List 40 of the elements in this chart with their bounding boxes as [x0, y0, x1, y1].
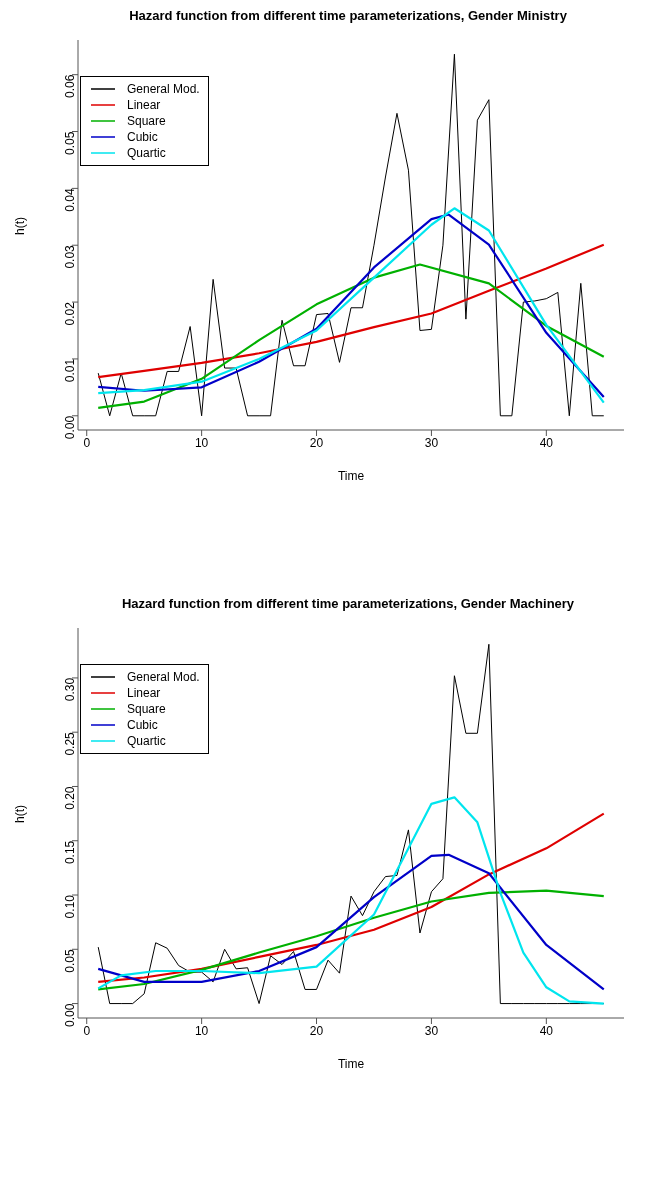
- legend-label: General Mod.: [127, 81, 200, 97]
- x-tick-label: 30: [424, 435, 439, 450]
- x-tick-label: 40: [539, 1023, 554, 1038]
- y-tick-label: 0.03: [63, 244, 78, 269]
- x-tick-label: 10: [194, 1023, 209, 1038]
- x-tick-label: 20: [309, 435, 324, 450]
- x-tick-label: 0: [83, 435, 91, 450]
- legend-label: Linear: [127, 97, 161, 113]
- y-tick-label: 0.02: [63, 301, 78, 326]
- y-tick-label: 0.25: [63, 731, 78, 756]
- y-tick-label: 0.05: [63, 948, 78, 973]
- y-tick-label: 0.06: [63, 74, 78, 99]
- x-axis-title: Time: [337, 469, 365, 483]
- legend-label: Linear: [127, 685, 161, 701]
- y-tick-label: 0.10: [63, 894, 78, 919]
- legend-label: Square: [127, 701, 166, 717]
- legend-label: Square: [127, 113, 166, 129]
- y-tick-label: 0.04: [63, 188, 78, 212]
- legend-label: Cubic: [127, 129, 158, 145]
- y-tick-label: 0.30: [63, 677, 78, 702]
- y-tick-label: 0.15: [63, 840, 78, 865]
- x-tick-label: 0: [83, 1023, 91, 1038]
- x-tick-label: 10: [194, 435, 209, 450]
- x-axis-title: Time: [337, 1057, 365, 1071]
- legend-label: Cubic: [127, 717, 158, 733]
- x-tick-label: 30: [424, 1023, 439, 1038]
- x-tick-label: 20: [309, 1023, 324, 1038]
- y-tick-label: 0.05: [63, 131, 78, 155]
- legend-label: Quartic: [127, 145, 166, 161]
- y-tick-label: 0.01: [63, 358, 78, 383]
- y-axis-title: h(t): [13, 805, 28, 823]
- y-tick-label: 0.00: [63, 415, 78, 440]
- chart-title: Hazard function from different time parameterizations, Gender Machinery: [120, 596, 576, 613]
- legend-label: General Mod.: [127, 669, 200, 685]
- y-tick-label: 0.00: [63, 1003, 78, 1027]
- y-tick-label: 0.20: [63, 786, 78, 810]
- y-axis-title: h(t): [13, 217, 28, 235]
- x-tick-label: 40: [539, 435, 554, 450]
- chart-title: Hazard function from different time parameterizations, Gender Ministry: [128, 8, 568, 25]
- legend-label: Quartic: [127, 733, 166, 749]
